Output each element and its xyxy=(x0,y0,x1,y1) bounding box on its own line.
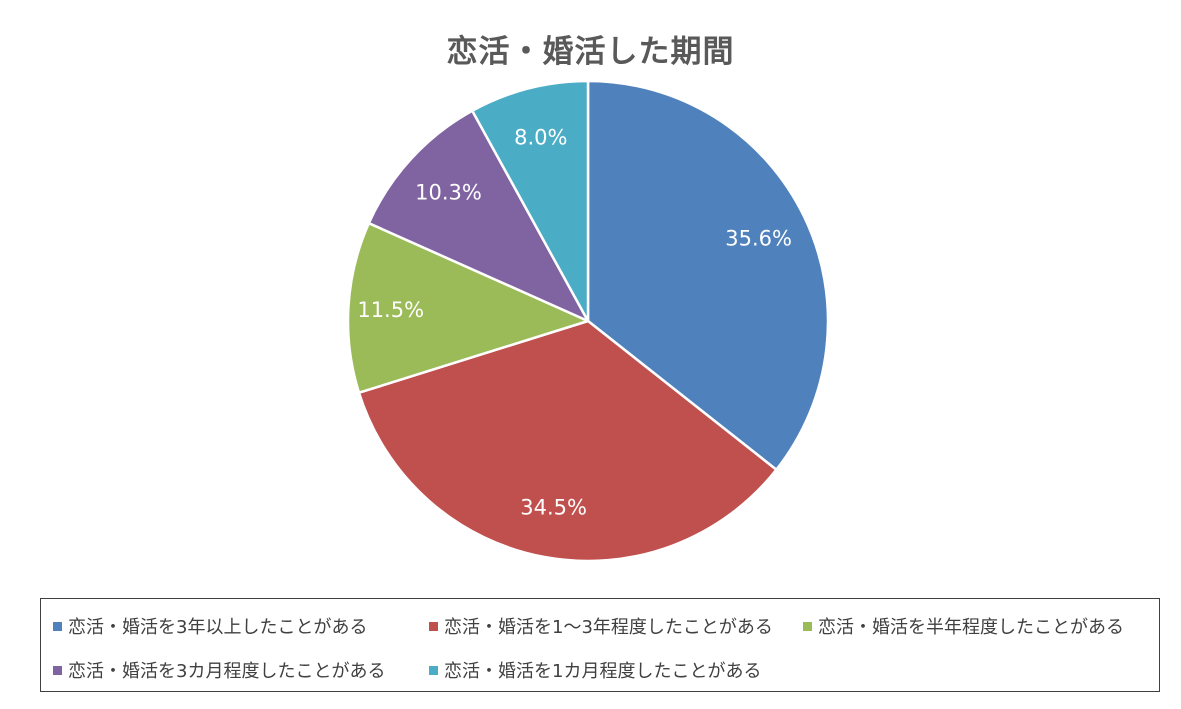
pie-slices xyxy=(346,79,830,563)
pie-data-labels: 35.6% 34.5% 11.5% 10.3% 8.0% xyxy=(357,125,792,519)
data-label-3: 11.5% xyxy=(357,298,424,322)
pie-slice-4 xyxy=(367,109,590,323)
legend-label: 恋活・婚活を3年以上したことがある xyxy=(68,617,368,638)
legend-item-5: 恋活・婚活を1カ月程度したことがある xyxy=(429,657,761,683)
legend-label: 恋活・婚活を半年程度したことがある xyxy=(818,617,1124,638)
data-label-5: 8.0% xyxy=(514,125,567,149)
data-label-2: 34.5% xyxy=(520,496,587,520)
chart-title: 恋活・婚活した期間 xyxy=(446,34,735,70)
pie-slice-5 xyxy=(471,79,590,323)
legend-swatch xyxy=(53,621,62,631)
data-label-4: 10.3% xyxy=(415,181,482,205)
legend-swatch xyxy=(429,621,438,631)
pie-slice-3 xyxy=(346,221,590,394)
legend-item-2: 恋活・婚活を1～3年程度したことがある xyxy=(429,613,773,639)
legend-swatch xyxy=(803,621,812,631)
legend-item-1: 恋活・婚活を3年以上したことがある xyxy=(53,613,367,639)
legend-label: 恋活・婚活を1～3年程度したことがある xyxy=(444,617,773,638)
legend-item-4: 恋活・婚活を3カ月程度したことがある xyxy=(53,657,385,683)
legend-item-3: 恋活・婚活を半年程度したことがある xyxy=(803,613,1124,639)
chart-legend: 恋活・婚活を3年以上したことがある 恋活・婚活を1～3年程度したことがある 恋活・婚… xyxy=(40,598,1160,692)
legend-label: 恋活・婚活を1カ月程度したことがある xyxy=(444,661,762,682)
pie-slice-1 xyxy=(586,79,830,471)
legend-label: 恋活・婚活を3カ月程度したことがある xyxy=(68,661,386,682)
legend-swatch xyxy=(429,665,438,675)
data-label-1: 35.6% xyxy=(725,226,792,250)
pie-slice-2 xyxy=(357,319,778,563)
legend-swatch xyxy=(53,665,62,675)
pie-chart: 35.6% 34.5% 11.5% 10.3% 8.0% xyxy=(346,79,830,563)
